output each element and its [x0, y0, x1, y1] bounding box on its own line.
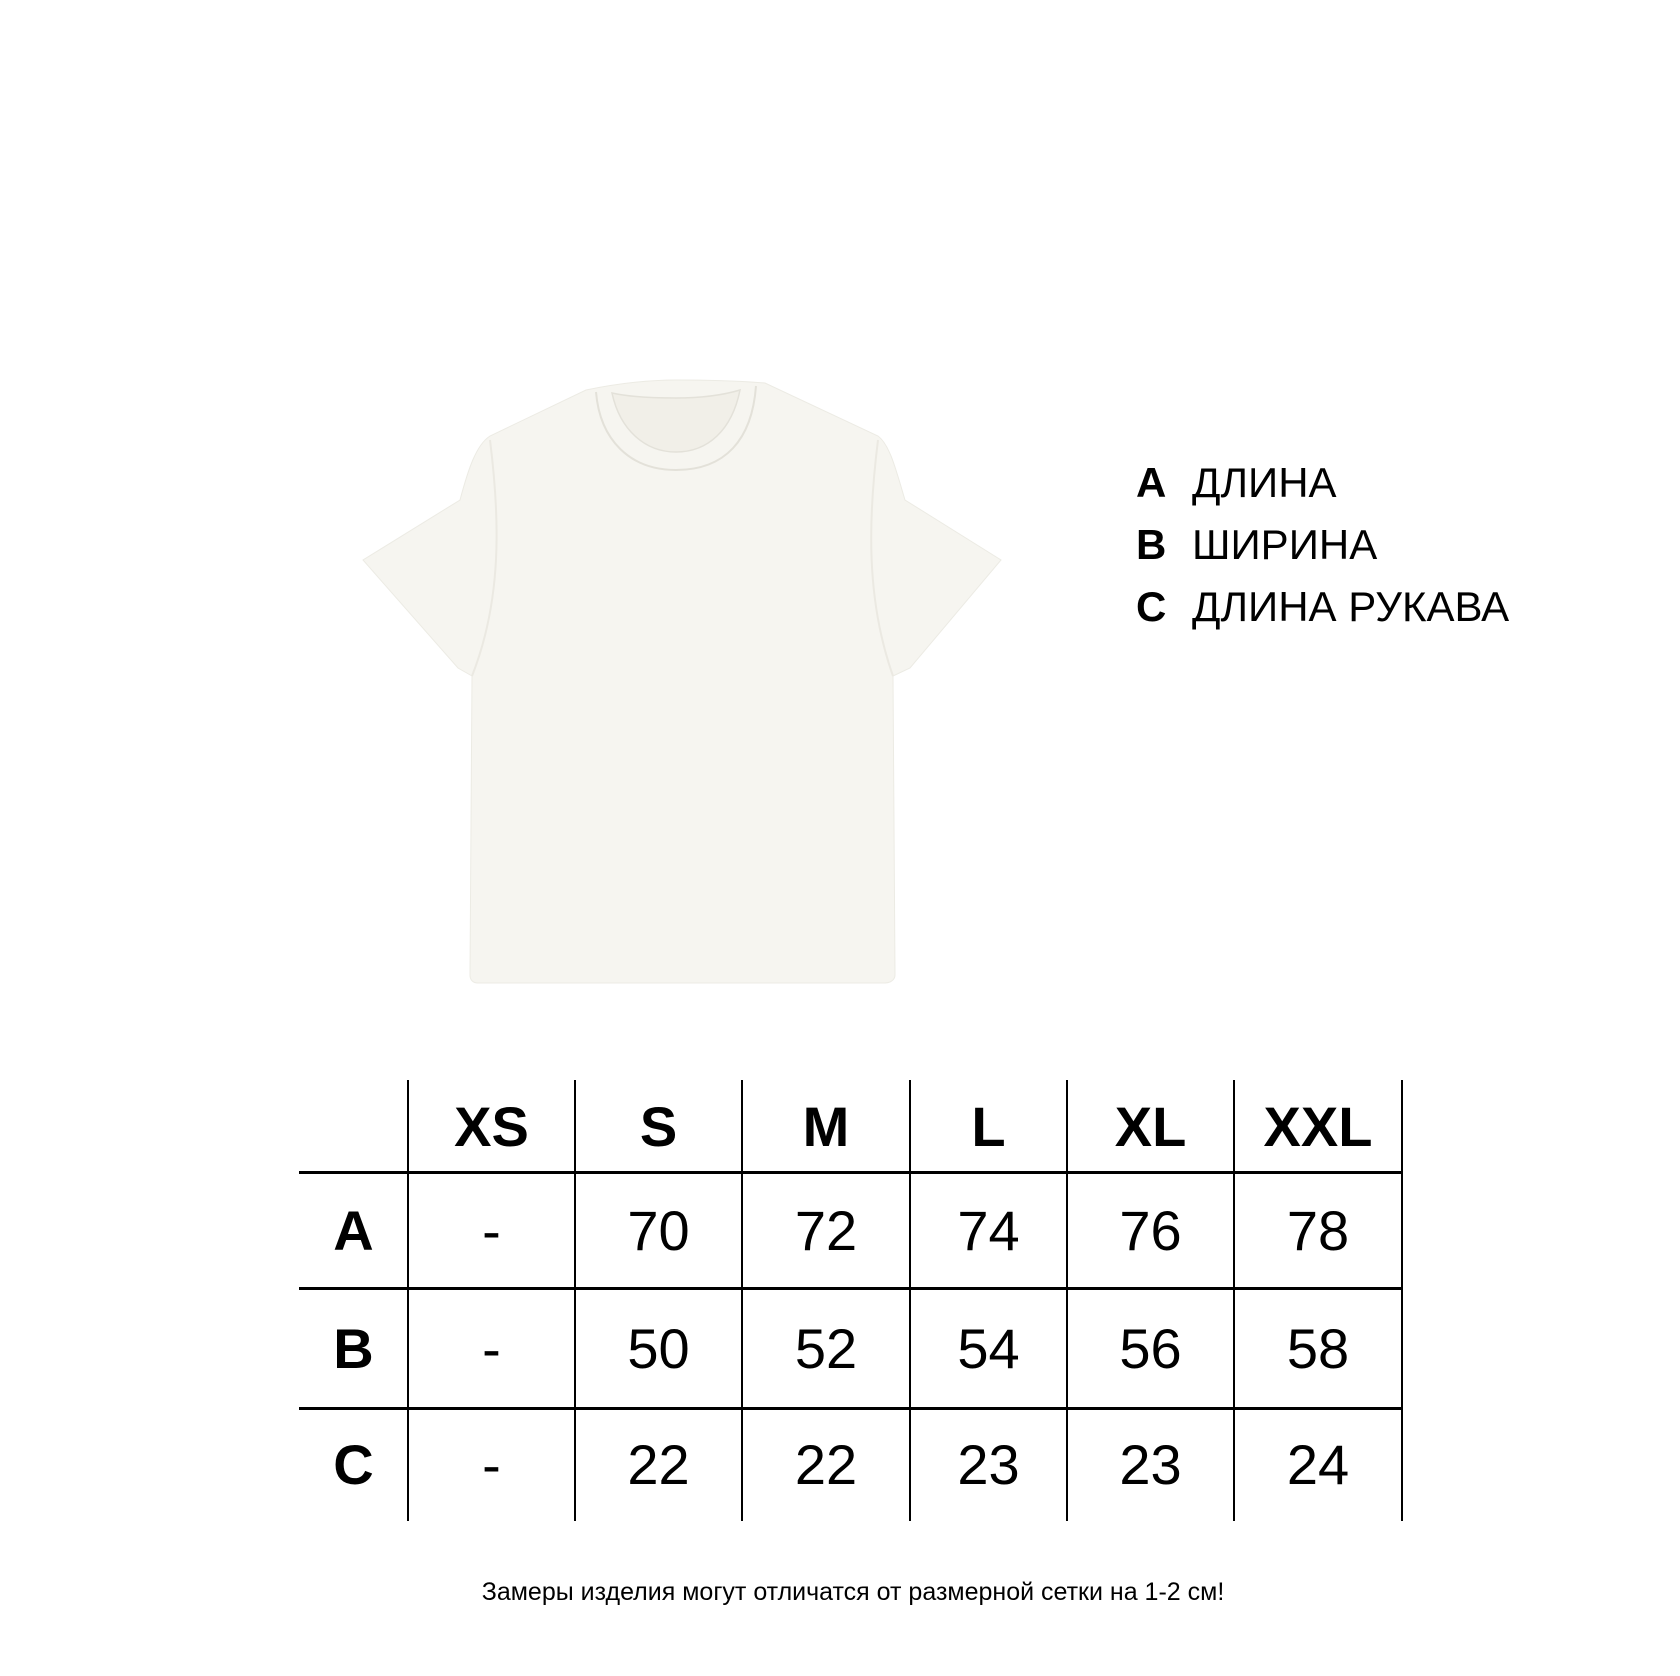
- table-cell: 74: [957, 1198, 1020, 1262]
- table-cell: 23: [1119, 1433, 1182, 1496]
- row-header: C: [333, 1433, 374, 1496]
- table-column-divider: [574, 1080, 576, 1521]
- table-cell: 78: [1286, 1198, 1350, 1262]
- table-cell: -: [482, 1316, 501, 1380]
- column-header: M: [802, 1094, 850, 1158]
- table-cell: 72: [794, 1198, 858, 1262]
- table-cell: 50: [627, 1316, 690, 1380]
- table-column-divider: [741, 1080, 743, 1521]
- table-row-divider: [299, 1287, 1402, 1290]
- table-column-divider: [1066, 1080, 1068, 1521]
- legend-key: C: [1136, 583, 1167, 630]
- table-cell: 56: [1119, 1316, 1182, 1380]
- legend-item: B ШИРИНА: [1136, 514, 1509, 576]
- measurement-legend: A ДЛИНА B ШИРИНА C ДЛИНА РУКАВА: [1136, 452, 1509, 638]
- column-header: XS: [454, 1094, 529, 1158]
- legend-item: C ДЛИНА РУКАВА: [1136, 576, 1509, 638]
- table-cell: 70: [627, 1198, 690, 1262]
- table-cell: 76: [1119, 1198, 1182, 1262]
- table-cell: 23: [957, 1433, 1020, 1496]
- table-column-divider: [909, 1080, 911, 1521]
- size-table: XS S M L XL XXL A - 70 72 74 76 78 B - 50 52 54 56 58 C - 22 22…: [299, 1080, 1403, 1521]
- legend-label: ШИРИНА: [1192, 521, 1378, 568]
- table-cell: 22: [794, 1433, 858, 1496]
- legend-item: A ДЛИНА: [1136, 452, 1509, 514]
- legend-label: ДЛИНА РУКАВА: [1192, 583, 1510, 630]
- table-column-divider: [1401, 1080, 1403, 1521]
- t-shirt-image: [362, 379, 1002, 984]
- table-row-divider: [299, 1171, 1402, 1174]
- table-cell: 22: [627, 1433, 690, 1496]
- collar-inner: [611, 388, 741, 453]
- table-row-divider: [299, 1407, 1402, 1410]
- sleeve-seam-right: [870, 439, 894, 677]
- legend-key: B: [1136, 521, 1167, 568]
- footnote: Замеры изделия могут отличатся от размер…: [481, 1578, 1225, 1606]
- table-cell: 24: [1286, 1433, 1350, 1496]
- row-header: A: [333, 1198, 374, 1262]
- column-header: XL: [1114, 1094, 1187, 1158]
- legend-key: A: [1136, 459, 1167, 506]
- table-cell: 52: [794, 1316, 858, 1380]
- table-cell: 54: [957, 1316, 1020, 1380]
- legend-label: ДЛИНА: [1192, 459, 1337, 506]
- column-header: L: [971, 1094, 1006, 1158]
- collar-seam: [595, 385, 757, 472]
- table-cell: -: [482, 1198, 501, 1262]
- column-header: XXL: [1263, 1094, 1373, 1158]
- t-shirt-body: [362, 379, 1002, 984]
- row-header: B: [333, 1316, 374, 1380]
- sleeve-seam-left: [471, 439, 498, 677]
- table-column-divider: [407, 1080, 409, 1521]
- table-column-divider: [1233, 1080, 1235, 1521]
- column-header: S: [639, 1094, 678, 1158]
- table-cell: 58: [1286, 1316, 1350, 1380]
- table-cell: -: [482, 1433, 501, 1496]
